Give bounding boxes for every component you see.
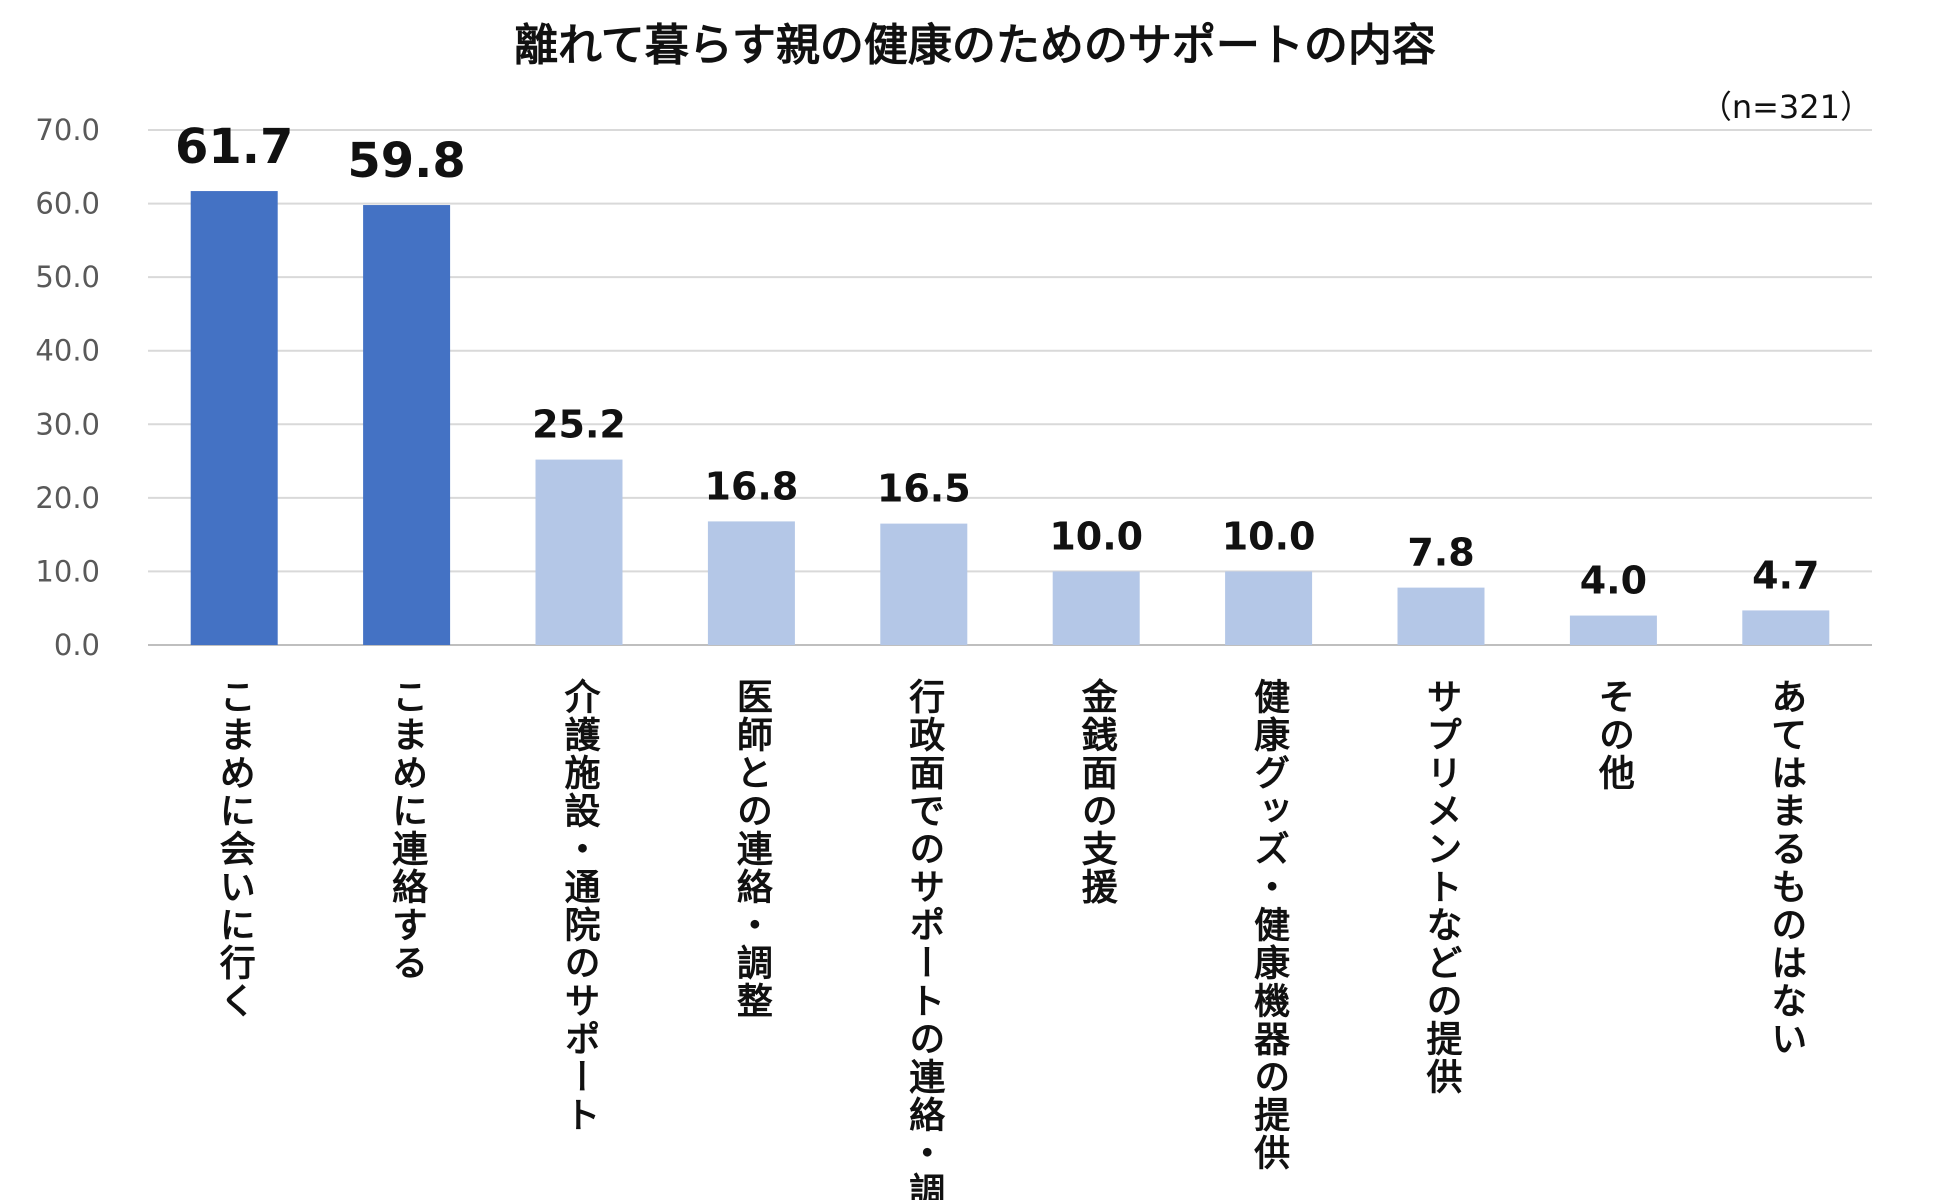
bars [190, 191, 1830, 646]
value-label: 16.5 [877, 467, 971, 511]
bar [707, 521, 795, 645]
bar [1742, 610, 1830, 645]
value-label: 61.7 [175, 119, 293, 175]
category-label: 医師との連絡・調整 [731, 678, 773, 1020]
category-label-column: 医師との連絡・調整 [731, 678, 773, 1020]
value-label: 7.8 [1407, 531, 1474, 575]
category-label: 健康グッズ・健康機器の提供 [1248, 678, 1290, 1172]
value-label: 59.8 [347, 133, 465, 189]
category-label-column: その他 [1593, 678, 1636, 792]
category-label: こまめに会いに行く [214, 678, 256, 1020]
y-tick-label: 30.0 [35, 407, 100, 441]
category-label-column: あてはまるものはない [1765, 678, 1806, 1058]
y-tick-label: 50.0 [35, 260, 100, 294]
chart-title: 離れて暮らす親の健康のためのサポートの内容 [514, 20, 1436, 71]
value-label: 25.2 [532, 403, 626, 447]
bar [363, 205, 451, 646]
bar [535, 459, 623, 645]
value-label: 16.8 [705, 464, 799, 508]
bar [1225, 571, 1313, 645]
category-label: 行政面でのサポートの連絡・調整 [903, 678, 945, 1200]
y-tick-label: 60.0 [35, 187, 100, 221]
bar [190, 191, 278, 646]
category-label: あてはまるものはない [1765, 678, 1806, 1058]
bar [1569, 615, 1657, 645]
category-label-column: こまめに会いに行く [214, 678, 256, 1020]
category-labels: こまめに会いに行く こまめに連絡する 介護施設・通院のサポート 医師との連絡・調整 行政… [214, 677, 1807, 1200]
y-axis-ticks: 0.0 10.0 20.0 30.0 40.0 50.0 60.0 70.0 [35, 113, 100, 662]
value-label: 10.0 [1049, 514, 1143, 558]
bar [1052, 571, 1140, 645]
category-label-column: 行政面でのサポートの連絡・調整 [903, 678, 945, 1200]
y-tick-label: 10.0 [35, 554, 100, 588]
value-label: 4.0 [1580, 559, 1647, 603]
value-labels: 61.7 59.8 25.2 16.8 16.5 10.0 10.0 7.8 4.0 4.7 [175, 119, 1819, 603]
y-tick-label: 70.0 [35, 113, 100, 147]
y-tick-label: 20.0 [35, 481, 100, 515]
sample-size-note: （n=321） [1700, 88, 1872, 126]
category-label-column: 介護施設・通院のサポート [559, 678, 601, 1134]
bar [1397, 587, 1485, 645]
value-label: 4.7 [1752, 553, 1819, 597]
category-label-column: こまめに連絡する [386, 678, 428, 982]
category-label: こまめに連絡する [386, 678, 428, 982]
y-tick-label: 40.0 [35, 334, 100, 368]
category-label-column: 金銭面の支援 [1076, 677, 1119, 906]
category-label-column: 健康グッズ・健康機器の提供 [1248, 678, 1290, 1172]
y-tick-label: 0.0 [54, 628, 100, 662]
category-label-column: サプリメントなどの提供 [1421, 678, 1463, 1096]
category-label: 介護施設・通院のサポート [559, 678, 601, 1134]
category-label: サプリメントなどの提供 [1421, 678, 1463, 1096]
category-label: 金銭面の支援 [1076, 677, 1119, 906]
bar [880, 523, 968, 645]
value-label: 10.0 [1222, 514, 1316, 558]
category-label: その他 [1593, 678, 1636, 792]
